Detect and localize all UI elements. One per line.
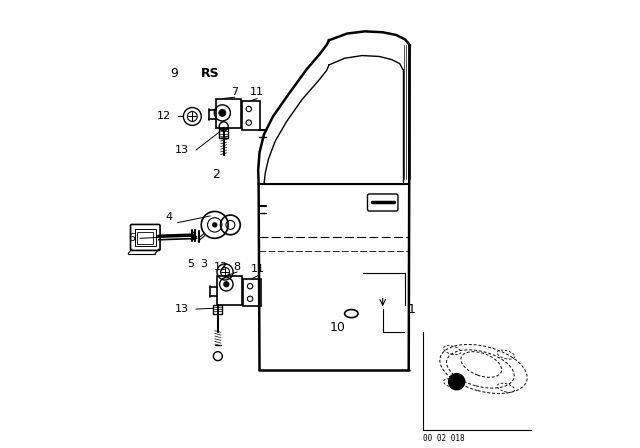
Bar — [135, 229, 156, 246]
Bar — [137, 232, 154, 244]
Bar — [241, 101, 260, 130]
Bar — [243, 279, 261, 306]
Text: 9: 9 — [170, 67, 179, 81]
Bar — [219, 128, 228, 138]
Bar — [216, 99, 241, 128]
Text: 13: 13 — [175, 304, 189, 314]
Text: 7: 7 — [231, 87, 239, 97]
Text: RS: RS — [201, 67, 220, 81]
Text: 4: 4 — [165, 212, 172, 222]
Bar — [217, 276, 241, 305]
Circle shape — [223, 281, 230, 288]
Circle shape — [219, 109, 226, 116]
Bar — [213, 305, 222, 314]
Text: 12: 12 — [214, 262, 228, 271]
Text: 11: 11 — [250, 87, 264, 97]
Text: 2: 2 — [212, 168, 220, 181]
Text: 1: 1 — [407, 302, 415, 316]
Polygon shape — [192, 235, 196, 240]
Circle shape — [449, 374, 465, 390]
Text: 6: 6 — [129, 233, 136, 243]
Text: 13: 13 — [175, 145, 189, 155]
Text: 5: 5 — [188, 259, 195, 269]
Text: 12: 12 — [157, 112, 172, 121]
Text: 00 02 018: 00 02 018 — [423, 434, 465, 443]
Text: 8: 8 — [234, 262, 241, 271]
Circle shape — [212, 222, 218, 228]
Text: 10: 10 — [330, 320, 346, 334]
Text: 3: 3 — [200, 259, 207, 269]
Text: 11: 11 — [251, 264, 265, 274]
